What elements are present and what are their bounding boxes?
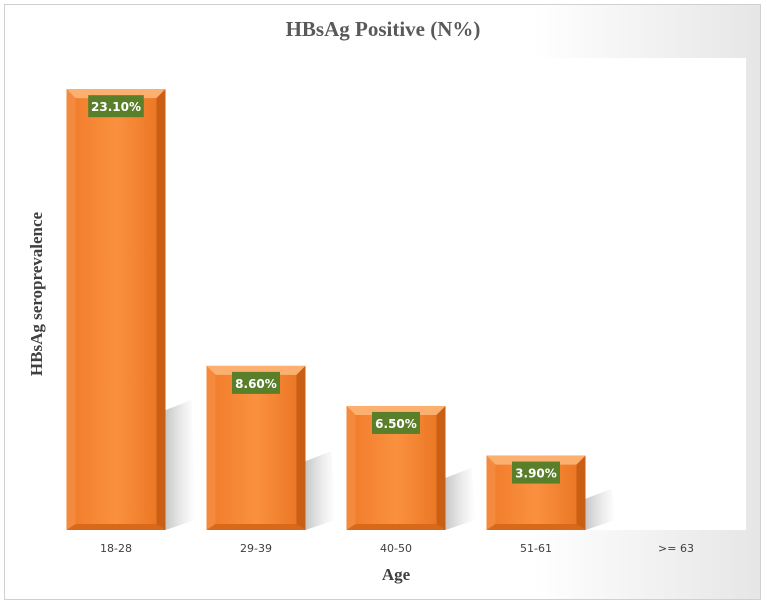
bar-shadow: [305, 451, 336, 530]
data-label: 23.10%: [88, 95, 144, 118]
x-tick-label: 40-50: [380, 542, 412, 555]
bar: [66, 89, 166, 531]
bars: [66, 89, 586, 531]
svg-text:8.60%: 8.60%: [235, 377, 277, 391]
x-tick-label: 51-61: [520, 542, 552, 555]
x-tick-label: >= 63: [658, 542, 694, 555]
data-label: 6.50%: [372, 411, 420, 434]
y-axis-title: HBsAg seroprevalence: [27, 211, 46, 376]
x-tick-labels: 18-28 29-39 40-50 51-61 >= 63: [100, 542, 694, 555]
x-tick-label: 29-39: [240, 542, 272, 555]
svg-text:6.50%: 6.50%: [375, 417, 417, 431]
chart-title: HBsAg Positive (N%): [286, 17, 481, 41]
svg-text:3.90%: 3.90%: [515, 467, 557, 481]
data-label: 8.60%: [232, 371, 280, 394]
y-axis-title-bg: [25, 200, 47, 388]
x-tick-label: 18-28: [100, 542, 132, 555]
bar: [486, 455, 586, 530]
bar-shadows: [165, 400, 616, 530]
data-label: 3.90%: [512, 461, 560, 484]
bar-shadow: [585, 488, 616, 530]
data-labels: 23.10% 8.60% 6.50% 3.90%: [88, 95, 560, 484]
y-axis-title-group: HBsAg seroprevalence: [25, 200, 47, 388]
svg-text:23.10%: 23.10%: [91, 100, 141, 114]
bar-shadow: [445, 467, 476, 530]
bar-shadow: [165, 400, 196, 530]
x-axis-title: Age: [382, 565, 411, 584]
